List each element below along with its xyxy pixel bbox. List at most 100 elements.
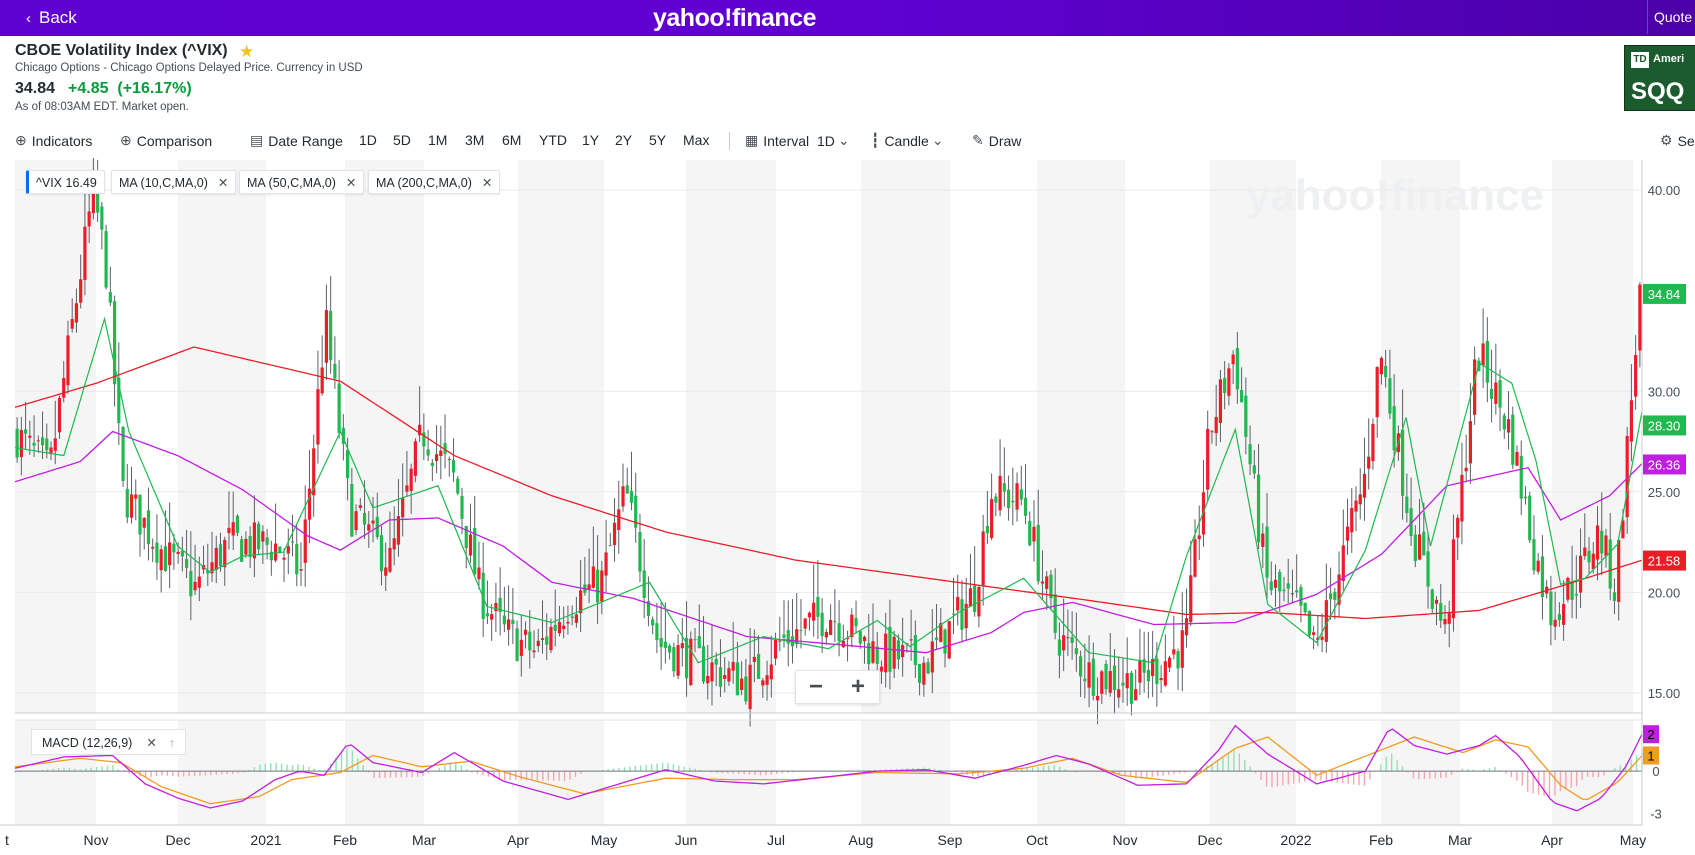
candle-body bbox=[574, 614, 578, 623]
candle-body bbox=[1485, 341, 1489, 383]
interval-button[interactable]: ▦ Interval 1D ⌄ bbox=[745, 132, 855, 149]
candle-body bbox=[112, 301, 117, 385]
candle-body bbox=[634, 495, 638, 528]
candle-body bbox=[612, 522, 617, 546]
candle-body bbox=[74, 303, 79, 323]
candle-body bbox=[1468, 421, 1473, 464]
back-button[interactable]: ‹ Back bbox=[26, 8, 77, 28]
candle-body bbox=[812, 602, 816, 621]
arrow-up-icon[interactable]: ↑ bbox=[168, 736, 176, 750]
range-3m[interactable]: 3M bbox=[465, 132, 485, 148]
candle-body bbox=[1515, 451, 1519, 466]
candle-body bbox=[528, 631, 532, 651]
candle-body bbox=[36, 440, 40, 442]
month-band bbox=[345, 160, 424, 713]
candle-body bbox=[1447, 611, 1451, 624]
close-icon[interactable]: ✕ bbox=[345, 176, 357, 190]
candle-body bbox=[773, 639, 778, 659]
candle-body bbox=[1523, 496, 1528, 499]
candle-body bbox=[523, 629, 528, 635]
candle-body bbox=[1354, 500, 1358, 512]
range-max[interactable]: Max bbox=[683, 132, 710, 148]
star-icon[interactable]: ★ bbox=[239, 42, 255, 61]
candle-body bbox=[740, 678, 744, 691]
close-icon[interactable]: ✕ bbox=[481, 176, 493, 190]
range-1y[interactable]: 1Y bbox=[582, 132, 600, 148]
candle-body bbox=[964, 603, 968, 629]
x-tick-label: Oct bbox=[1026, 832, 1048, 848]
candle-body bbox=[1337, 574, 1341, 605]
candle-body bbox=[1409, 508, 1413, 537]
candle-body bbox=[464, 526, 468, 549]
legend-ma200[interactable]: MA (200,C,MA,0) ✕ bbox=[368, 170, 501, 194]
candle-body bbox=[138, 494, 142, 535]
close-icon[interactable]: ✕ bbox=[217, 176, 229, 190]
legend-ma50[interactable]: MA (50,C,MA,0) ✕ bbox=[239, 170, 365, 194]
candle-body bbox=[384, 567, 388, 576]
candle-body bbox=[151, 546, 155, 549]
close-icon[interactable]: ✕ bbox=[146, 736, 157, 750]
range-1m[interactable]: 1M bbox=[428, 132, 448, 148]
candle-body bbox=[629, 490, 634, 503]
candle-body bbox=[1223, 378, 1227, 393]
candle-body bbox=[337, 383, 341, 433]
range-6m[interactable]: 6M bbox=[502, 132, 522, 148]
candle-body bbox=[744, 676, 748, 702]
range-1d[interactable]: 1D bbox=[359, 132, 377, 148]
indicators-button[interactable]: ⊕ Indicators bbox=[15, 132, 92, 149]
candle-body bbox=[1261, 533, 1265, 547]
candle-body bbox=[1057, 639, 1062, 656]
candle-body bbox=[1638, 284, 1642, 351]
range-2y[interactable]: 2Y bbox=[615, 132, 633, 148]
legend-vix[interactable]: ^VIX 16.49 bbox=[26, 170, 105, 194]
candle-body bbox=[240, 539, 244, 562]
candle-body bbox=[1227, 368, 1231, 396]
comparison-button[interactable]: ⊕ Comparison bbox=[120, 132, 212, 149]
macd-tick-label: -3 bbox=[1650, 807, 1662, 822]
zoom-out-button[interactable]: − bbox=[808, 673, 823, 700]
candle-body bbox=[1405, 496, 1409, 514]
candle-body bbox=[1358, 494, 1362, 505]
price-change: +4.85 (+16.17%) bbox=[68, 80, 192, 98]
legend-vix-label: ^VIX 16.49 bbox=[36, 176, 97, 190]
candle-body bbox=[172, 543, 176, 553]
y-tick-label: 20.00 bbox=[1648, 585, 1681, 600]
candle-body bbox=[1460, 474, 1464, 522]
candle-body bbox=[1451, 539, 1456, 619]
candle-body bbox=[1553, 619, 1557, 627]
draw-button[interactable]: ✎ Draw bbox=[972, 132, 1021, 149]
yahoo-finance-logo[interactable]: yahoo!finance bbox=[653, 4, 816, 32]
candle-body bbox=[1155, 658, 1159, 685]
candle-body bbox=[731, 662, 735, 671]
date-range-button[interactable]: ▤ Date Range bbox=[250, 132, 343, 149]
candle-body bbox=[1617, 540, 1621, 602]
candle-body bbox=[1138, 659, 1142, 683]
candle-body bbox=[1519, 455, 1523, 499]
legend-macd[interactable]: MACD (12,26,9) ✕ ↑ bbox=[31, 729, 187, 755]
range-ytd[interactable]: YTD bbox=[539, 132, 567, 148]
advertisement[interactable]: TD Ameri SQQ bbox=[1624, 45, 1695, 111]
candle-body bbox=[659, 638, 663, 648]
range-5d[interactable]: 5D bbox=[393, 132, 411, 148]
candle-body bbox=[1248, 444, 1252, 465]
candle-body bbox=[867, 643, 871, 665]
candle-body bbox=[1210, 431, 1214, 433]
quote-lookup-button[interactable]: Quote L bbox=[1647, 0, 1695, 34]
range-5y[interactable]: 5Y bbox=[649, 132, 667, 148]
candle-body bbox=[1206, 428, 1210, 490]
candle-body bbox=[1167, 657, 1172, 668]
candle-body bbox=[951, 613, 956, 615]
legend-ma10[interactable]: MA (10,C,MA,0) ✕ bbox=[111, 170, 237, 194]
candle-body bbox=[917, 663, 922, 683]
candle-body bbox=[388, 547, 392, 572]
candle-body bbox=[223, 539, 227, 568]
price-chart[interactable]: yahoo!finance 40.00 30.00 25.00 20.00 15.00 t… bbox=[0, 158, 1695, 855]
zoom-in-button[interactable]: + bbox=[850, 673, 865, 700]
candle-body bbox=[1401, 429, 1405, 496]
chart-type-button[interactable]: ┇ Candle ⌄ bbox=[871, 132, 949, 149]
macd-tick-label: 0 bbox=[1652, 764, 1659, 779]
candle-body bbox=[299, 569, 303, 571]
month-band bbox=[1037, 720, 1125, 825]
settings-button[interactable]: ⚙ Se bbox=[1660, 132, 1695, 149]
price-label-badge bbox=[1643, 415, 1686, 436]
